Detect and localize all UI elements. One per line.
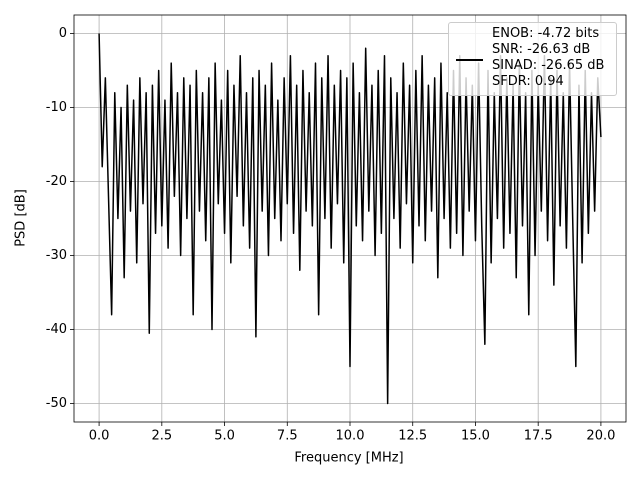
y-tick-label: -40 (46, 322, 67, 337)
legend: ENOB: -4.72 bits SNR: -26.63 dB SINAD: -… (448, 22, 617, 96)
y-tick-label: -10 (46, 100, 67, 115)
x-tick-label: 5.0 (214, 429, 235, 444)
y-tick-label: -50 (46, 396, 67, 411)
x-tick-label: 10.0 (336, 429, 365, 444)
x-axis-label: Frequency [MHz] (294, 451, 403, 466)
legend-line (456, 59, 483, 61)
x-tick-label: 0.0 (89, 429, 110, 444)
x-tick-label: 7.5 (277, 429, 298, 444)
y-tick-label: -30 (46, 248, 67, 263)
plot-frame (73, 14, 627, 423)
x-tick-label: 12.5 (398, 429, 427, 444)
y-tick-label: 0 (59, 26, 67, 41)
psd-line (98, 33, 602, 405)
x-tick-label: 20.0 (586, 429, 615, 444)
x-tick-label: 15.0 (461, 429, 490, 444)
y-tick-label: -20 (46, 174, 67, 189)
x-tick-label: 2.5 (151, 429, 172, 444)
legend-text: ENOB: -4.72 bits SNR: -26.63 dB SINAD: -… (492, 26, 605, 89)
y-axis-label: PSD [dB] (14, 189, 29, 247)
x-tick-label: 17.5 (524, 429, 553, 444)
